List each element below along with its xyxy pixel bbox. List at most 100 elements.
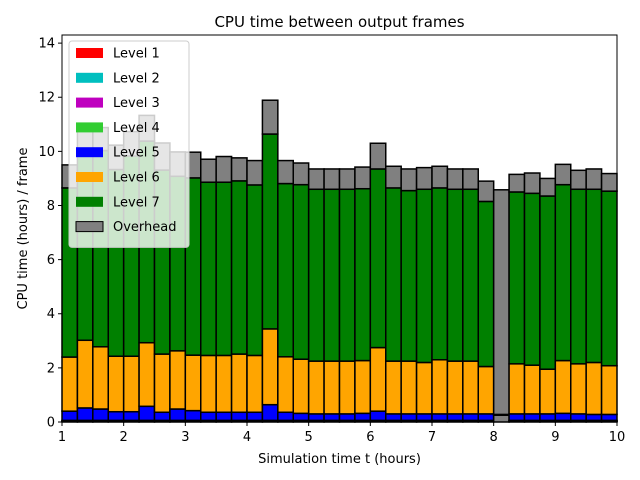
y-tick-label: 6 [47, 253, 55, 268]
bar-level-7 [415, 188, 433, 364]
bar-level-6 [400, 360, 418, 415]
bar-level-5 [523, 413, 541, 422]
bar-level-7 [385, 187, 402, 362]
bar-level-5 [431, 413, 449, 422]
legend-box [68, 40, 190, 248]
bar-overhead [462, 168, 479, 191]
bar-level-6 [508, 363, 526, 415]
bar-level-5 [446, 413, 464, 422]
bar-level-5 [585, 413, 603, 422]
bar-overhead [354, 166, 372, 190]
bar-level-6 [307, 360, 325, 415]
bar-overhead [477, 180, 495, 203]
bar-overhead [323, 168, 341, 191]
bar-overhead [600, 172, 618, 192]
x-tick-label: 5 [305, 430, 313, 445]
bar-level-6 [477, 365, 495, 415]
x-tick-label: 2 [120, 430, 128, 445]
bar-level-7 [462, 188, 479, 362]
legend-label: Level 7 [113, 195, 160, 210]
chart-title: CPU time between output frames [214, 13, 464, 31]
y-tick-label: 2 [47, 361, 55, 376]
legend-swatch [76, 72, 103, 83]
bar-level-6 [230, 353, 248, 414]
bar-level-6 [338, 360, 356, 415]
y-tick-label: 4 [47, 307, 55, 322]
y-tick-label: 14 [38, 37, 55, 52]
bar-level-7 [585, 188, 603, 364]
legend-label: Level 2 [113, 71, 160, 86]
bar-level-7 [554, 183, 572, 362]
x-axis-label: Simulation time t (hours) [258, 452, 421, 467]
legend-swatch [76, 196, 103, 207]
legend-label: Level 5 [113, 146, 160, 161]
bar-level-7 [523, 192, 541, 366]
bar-level-7 [354, 187, 372, 362]
bar-level-6 [415, 361, 433, 415]
x-axis: 1 2 3 4 5 6 7 8 9 10 [58, 422, 625, 445]
legend-swatch [76, 97, 103, 108]
bar-level-6 [369, 346, 387, 412]
bar-level-7 [246, 184, 264, 357]
bar-level-5 [323, 413, 341, 422]
bar-level-5 [508, 413, 526, 422]
bar-level-6 [184, 354, 202, 412]
bar-level-5 [600, 413, 618, 422]
y-tick-label: 12 [38, 91, 55, 106]
bar-overhead [385, 165, 402, 189]
bar-level-7 [570, 188, 587, 365]
x-tick-label: 3 [181, 430, 189, 445]
bar-level-6 [446, 360, 464, 415]
bar-level-6 [200, 354, 217, 414]
bar-overhead [246, 159, 264, 186]
bar-level-6 [246, 354, 264, 414]
bar-level-7 [400, 189, 418, 362]
bar-level-7 [600, 190, 618, 367]
bar-level-6 [323, 360, 341, 415]
y-axis-label: CPU time (hours) / frame [16, 148, 31, 310]
bar-level-6 [292, 358, 310, 415]
bar-level-5 [415, 413, 433, 422]
bar-level-6 [169, 350, 187, 410]
bar-level-7 [307, 188, 325, 362]
bar-level-5 [462, 413, 479, 422]
y-tick-label: 0 [47, 416, 55, 431]
legend-swatch [76, 172, 103, 182]
bar-level-5 [200, 411, 217, 422]
legend-label: Level 6 [113, 171, 160, 186]
bar-overhead [292, 162, 310, 186]
bar-level-7 [292, 183, 310, 360]
bar-level-5 [61, 410, 79, 422]
bar-level-5 [277, 411, 294, 422]
bar-level-6 [385, 360, 402, 415]
bar-level-6 [600, 364, 618, 416]
bar-level-5 [246, 411, 264, 422]
bar-level-6 [554, 359, 572, 415]
bar-level-6 [585, 361, 603, 416]
bar-level-5 [554, 412, 572, 422]
bar-overhead [400, 168, 418, 192]
bar-level-5 [570, 413, 587, 422]
x-tick-label: 7 [428, 430, 436, 445]
bar-overhead [539, 177, 557, 197]
bar-level-6 [539, 368, 557, 415]
x-tick-label: 10 [609, 430, 626, 445]
bar-level-7 [369, 168, 387, 349]
legend: Level 1 Level 2 Level 3 Level 4 Level 5 Level… [68, 40, 190, 248]
bar-overhead [369, 142, 387, 170]
bar-overhead [261, 99, 279, 135]
bar-level-6 [215, 354, 233, 414]
bar-level-6 [122, 355, 140, 413]
bar-level-7 [200, 181, 217, 357]
bar-level-7 [477, 200, 495, 368]
bar-overhead [492, 189, 510, 416]
bar-level-5 [369, 410, 387, 422]
bar-level-5 [477, 413, 495, 422]
bar-level-5 [539, 413, 557, 422]
bar-overhead [307, 168, 325, 191]
bar-overhead [492, 414, 510, 423]
bar-overhead [431, 165, 449, 189]
bar-overhead [230, 157, 248, 182]
bar-level-6 [462, 360, 479, 415]
bar-level-6 [277, 356, 294, 414]
